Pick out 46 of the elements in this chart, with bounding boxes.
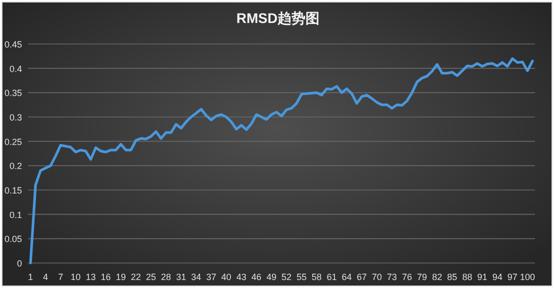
x-tick-label: 76 — [402, 272, 412, 282]
x-tick-label: 16 — [100, 272, 111, 282]
y-tick-label: 0.4 — [9, 64, 22, 74]
x-tick-label: 46 — [251, 272, 262, 282]
line-series — [29, 57, 534, 264]
x-tick-label: 52 — [282, 272, 292, 282]
x-tick-label: 1 — [28, 272, 34, 282]
x-tick-label: 58 — [312, 272, 322, 282]
y-tick-label: 0.2 — [9, 161, 22, 172]
x-tick-label: 64 — [342, 272, 352, 282]
x-tick-label: 25 — [146, 272, 156, 282]
x-tick-label: 40 — [221, 272, 232, 282]
x-tick-label: 73 — [386, 272, 397, 282]
x-tick-label: 34 — [191, 272, 202, 282]
y-tick-label: 0.45 — [4, 40, 22, 50]
x-tick-label: 37 — [206, 272, 216, 282]
x-tick-label: 31 — [176, 272, 186, 282]
y-tick-label: 0.25 — [4, 136, 22, 147]
y-tick-label: 0 — [16, 258, 22, 268]
x-tick-label: 4 — [43, 272, 48, 282]
x-tick-label: 7 — [58, 272, 64, 282]
x-tick-label: 88 — [462, 272, 472, 282]
x-tick-label: 49 — [266, 272, 276, 282]
x-tick-label: 70 — [372, 272, 382, 282]
x-tick-label: 13 — [86, 272, 96, 282]
x-tick-label: 100 — [520, 272, 535, 282]
x-tick-label: 22 — [130, 272, 141, 282]
x-tick-label: 19 — [116, 272, 126, 282]
x-tick-label: 91 — [477, 272, 488, 282]
x-tick-label: 85 — [447, 272, 458, 282]
x-tick-label: 94 — [492, 272, 502, 282]
y-tick-label: 0.35 — [4, 88, 22, 98]
y-tick-label: 0.15 — [4, 186, 22, 196]
x-tick-label: 61 — [326, 272, 337, 282]
y-tick-label: 0.1 — [9, 210, 22, 220]
x-tick-label: 28 — [161, 272, 172, 282]
x-tick-label: 43 — [236, 272, 246, 282]
x-tick-label: 10 — [70, 272, 81, 282]
y-tick-label: 0.05 — [4, 234, 22, 244]
x-tick-label: 67 — [356, 272, 367, 282]
chart-title: RMSD趋势图 — [236, 10, 320, 26]
x-tick-label: 82 — [432, 272, 442, 282]
y-tick-label: 0.3 — [9, 112, 22, 122]
x-tick-label: 55 — [296, 272, 307, 282]
x-tick-label: 97 — [507, 272, 518, 282]
x-tick-label: 79 — [417, 272, 428, 282]
